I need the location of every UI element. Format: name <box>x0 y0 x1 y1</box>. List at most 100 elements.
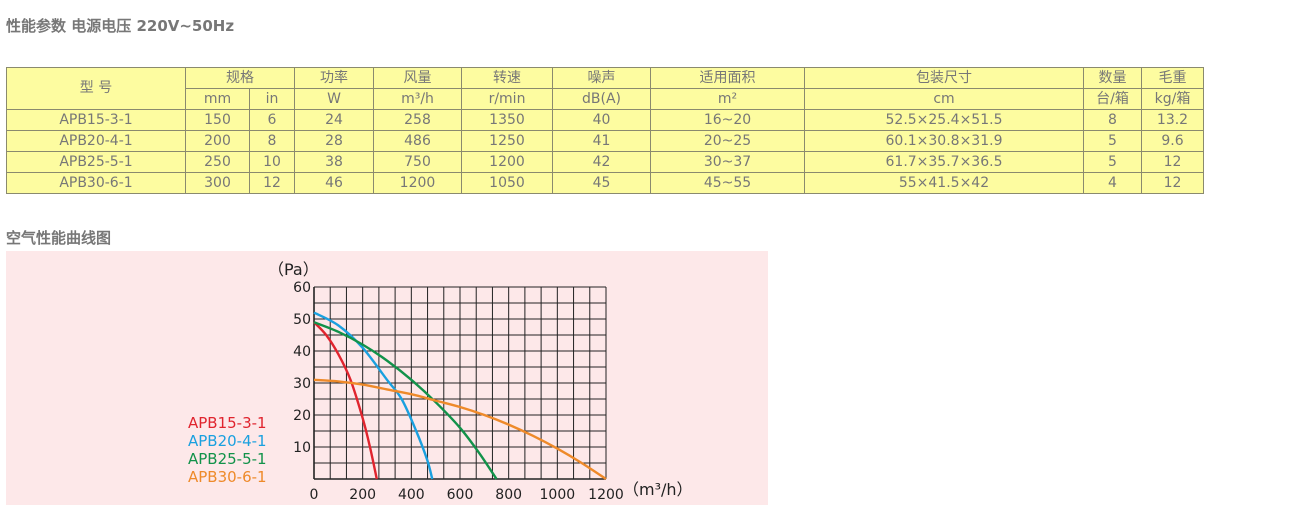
legend-entry: APB20-4-1 <box>188 432 267 450</box>
cell: 1200 <box>373 172 462 194</box>
table-units-row: mm in W m³/h r/min dB(A) m² cm 台/箱 kg/箱 <box>7 88 1204 110</box>
cell: 150 <box>185 109 250 131</box>
x-tick-label: 600 <box>447 487 474 503</box>
cell: 300 <box>185 172 250 194</box>
cell: 1350 <box>461 109 553 131</box>
chart-grid <box>313 286 607 480</box>
cell: 28 <box>294 130 374 152</box>
cell: 1200 <box>461 151 553 173</box>
cell: 55×41.5×42 <box>804 172 1084 194</box>
cell: 42 <box>552 151 651 173</box>
table-row: APB20-4-1 200 8 28 486 1250 41 20~25 60.… <box>6 130 1204 152</box>
unit-kg-per-box: kg/箱 <box>1141 88 1204 110</box>
unit-cm: cm <box>804 88 1084 110</box>
cell: 4 <box>1083 172 1142 194</box>
header-power: 功率 <box>294 67 374 89</box>
cell: 1250 <box>461 130 553 152</box>
cell: 45 <box>552 172 651 194</box>
cell: 8 <box>1083 109 1142 131</box>
cell: 486 <box>373 130 462 152</box>
y-tick-label: 40 <box>293 344 311 360</box>
cell: 30~37 <box>650 151 805 173</box>
y-tick-label: 20 <box>293 408 311 424</box>
header-package-size: 包装尺寸 <box>804 67 1084 89</box>
series-line-APB30-6-1 <box>313 378 607 481</box>
header-area: 适用面积 <box>650 67 805 89</box>
cell: 12 <box>1141 151 1204 173</box>
y-tick-label: 60 <box>293 280 311 296</box>
cell: 41 <box>552 130 651 152</box>
chart-section-title: 空气性能曲线图 <box>6 229 112 247</box>
cell-model: APB15-3-1 <box>6 109 186 131</box>
unit-m3h: m³/h <box>373 88 462 110</box>
series-line-APB20-4-1 <box>313 311 434 480</box>
cell: 13.2 <box>1141 109 1204 131</box>
x-tick-label: 800 <box>495 487 522 503</box>
y-tick-label: 10 <box>293 440 311 456</box>
header-quantity: 数量 <box>1083 67 1142 89</box>
series-line-APB15-3-1 <box>313 321 378 480</box>
table-row: APB15-3-1 150 6 24 258 1350 40 16~20 52.… <box>6 109 1204 131</box>
cell: 258 <box>373 109 462 131</box>
performance-curve-chart: 0 200 400 600 800 1000 1200 10 20 30 40 50 60 APB15-… <box>188 260 693 503</box>
legend-entry: APB25-5-1 <box>188 450 267 468</box>
legend-entry: APB30-6-1 <box>188 468 267 486</box>
header-model: 型 号 <box>6 67 186 110</box>
cell: 20~25 <box>650 130 805 152</box>
cell: 200 <box>185 130 250 152</box>
y-axis-label: （Pa） <box>268 260 319 279</box>
table-header-row: 型 号 规格 功率 风量 转速 噪声 适用面积 包装尺寸 数量 毛重 <box>6 67 1204 110</box>
header-airflow: 风量 <box>373 67 462 89</box>
header-gross-weight: 毛重 <box>1141 67 1204 89</box>
cell: 6 <box>249 109 295 131</box>
header-spec: 规格 <box>185 67 295 89</box>
spec-table: 型 号 规格 功率 风量 转速 噪声 适用面积 包装尺寸 数量 毛重 mm in… <box>6 67 1204 194</box>
cell: 750 <box>373 151 462 173</box>
x-axis-label: （m³/h） <box>623 480 693 499</box>
cell: 60.1×30.8×31.9 <box>804 130 1084 152</box>
cell-model: APB20-4-1 <box>6 130 186 152</box>
cell: 16~20 <box>650 109 805 131</box>
x-tick-label: 400 <box>398 487 425 503</box>
cell: 38 <box>294 151 374 173</box>
x-tick-label: 1200 <box>588 487 624 503</box>
unit-dba: dB(A) <box>552 88 651 110</box>
cell: 5 <box>1083 130 1142 152</box>
chart-ticks: 0 200 400 600 800 1000 1200 10 20 30 40 50 60 <box>293 280 624 503</box>
header-noise: 噪声 <box>552 67 651 89</box>
table-row: APB30-6-1 300 12 46 1200 1050 45 45~55 5… <box>6 172 1204 194</box>
cell-model: APB30-6-1 <box>6 172 186 194</box>
cell: 1050 <box>461 172 553 194</box>
unit-m2: m² <box>650 88 805 110</box>
unit-per-box: 台/箱 <box>1083 88 1142 110</box>
y-tick-label: 50 <box>293 312 311 328</box>
chart-panel: 0 200 400 600 800 1000 1200 10 20 30 40 50 60 APB15-… <box>6 251 768 505</box>
unit-rmin: r/min <box>461 88 553 110</box>
cell: 40 <box>552 109 651 131</box>
cell: 9.6 <box>1141 130 1204 152</box>
cell-model: APB25-5-1 <box>6 151 186 173</box>
cell: 45~55 <box>650 172 805 194</box>
unit-in: in <box>249 88 295 110</box>
cell: 250 <box>185 151 250 173</box>
cell: 46 <box>294 172 374 194</box>
cell: 61.7×35.7×36.5 <box>804 151 1084 173</box>
table-row: APB25-5-1 250 10 38 750 1200 42 30~37 61… <box>6 151 1204 173</box>
chart-series <box>313 311 607 481</box>
x-tick-label: 0 <box>310 487 319 503</box>
page-title: 性能参数 电源电压 220V~50Hz <box>6 17 235 35</box>
legend-entry: APB15-3-1 <box>188 414 267 432</box>
unit-w: W <box>294 88 374 110</box>
x-tick-label: 200 <box>349 487 376 503</box>
x-tick-label: 1000 <box>540 487 576 503</box>
cell: 8 <box>249 130 295 152</box>
cell: 10 <box>249 151 295 173</box>
unit-mm: mm <box>185 88 250 110</box>
y-tick-label: 30 <box>293 376 311 392</box>
header-speed: 转速 <box>461 67 553 89</box>
cell: 12 <box>249 172 295 194</box>
cell: 12 <box>1141 172 1204 194</box>
series-line-APB25-5-1 <box>313 321 498 480</box>
cell: 24 <box>294 109 374 131</box>
